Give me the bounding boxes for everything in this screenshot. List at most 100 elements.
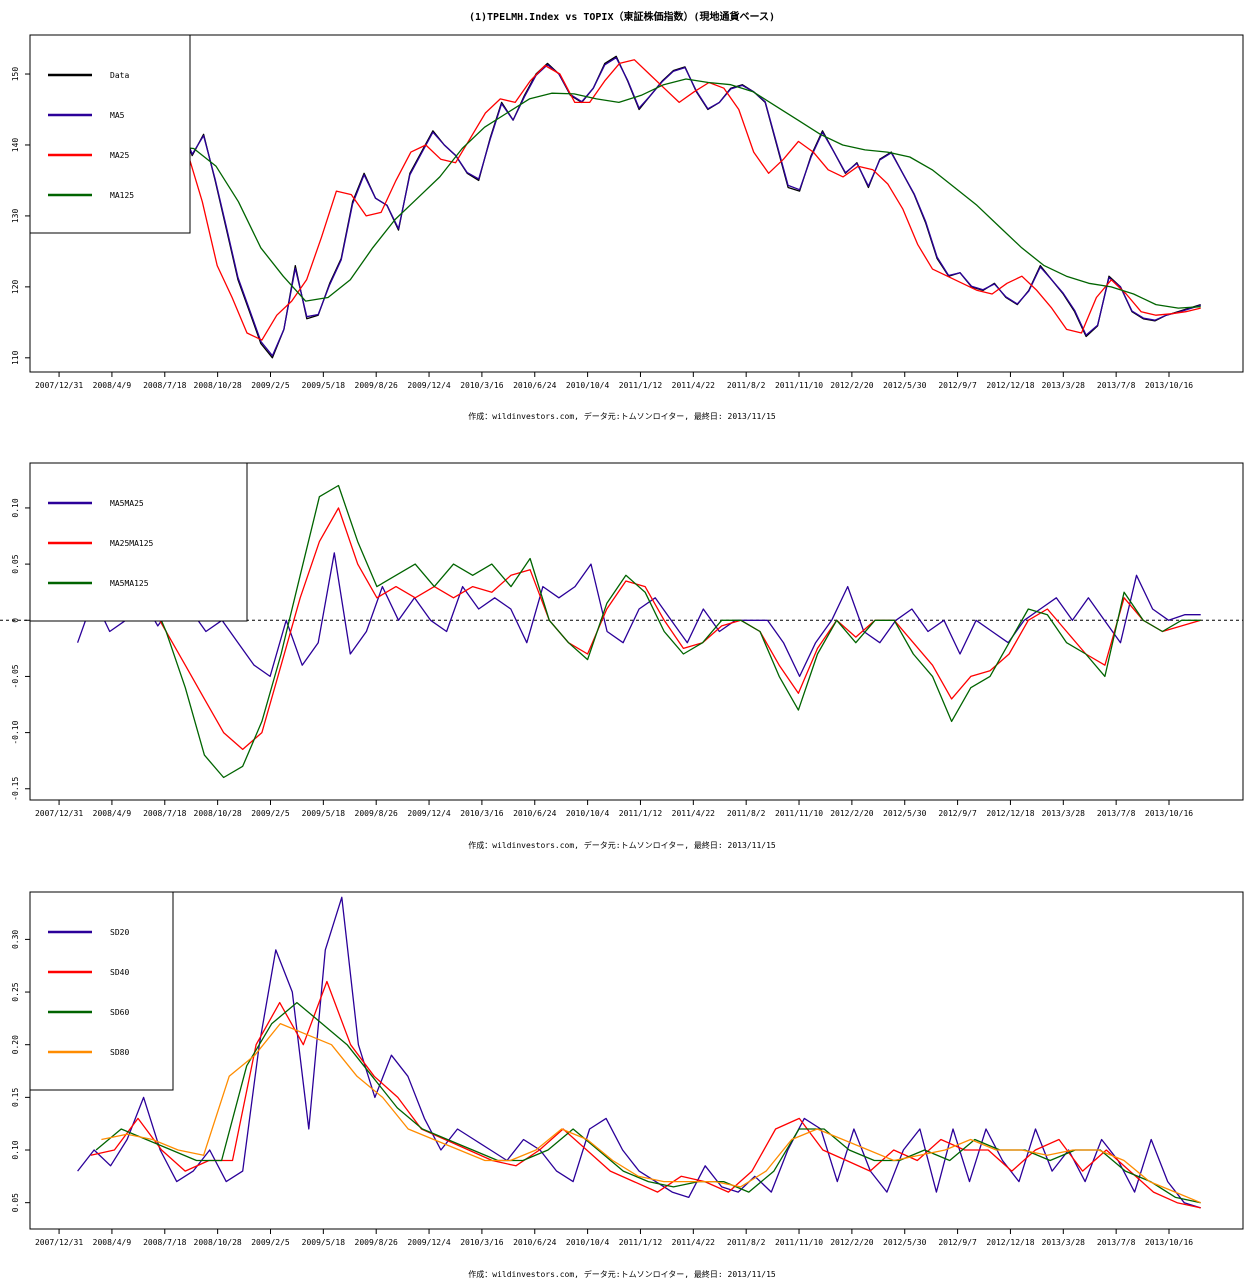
legend-label-sd60: SD60 [110,1008,129,1017]
x-tick-label: 2010/6/24 [513,381,557,390]
x-tick-label: 2009/2/5 [251,381,290,390]
y-tick-label: -0.15 [11,777,20,801]
x-tick-label: 2011/1/12 [619,1238,663,1247]
x-tick-label: 2012/9/7 [938,809,977,818]
y-tick-label: 0.05 [11,554,20,573]
x-axis: 2007/12/31 2008/4/9 2008/7/18 2008/10/28 200… [35,800,1193,818]
y-tick-label: 140 [11,138,20,153]
x-tick-label: 2010/3/16 [460,1238,504,1247]
x-tick-label: 2013/7/8 [1097,809,1136,818]
x-tick-label: 2007/12/31 [35,1238,83,1247]
series-line-sd40 [90,980,1201,1209]
y-tick-label: 0.10 [11,498,20,517]
x-tick-label: 2013/7/8 [1097,381,1136,390]
legend-label-sd80: SD80 [110,1048,129,1057]
legend-label-ma125: MA125 [110,191,134,200]
y-tick-label: 0.30 [11,930,20,949]
series-group [77,55,1201,359]
x-tick-label: 2009/5/18 [302,1238,346,1247]
volatility-chart-footer: 作成：wildinvestors.com, データ元:トムソンロイター, 最終日… [468,1270,776,1279]
x-tick-label: 2010/3/16 [460,381,504,390]
x-tick-label: 2009/5/18 [302,809,346,818]
x-tick-label: 2012/9/7 [938,381,977,390]
x-tick-label: 2007/12/31 [35,381,83,390]
page-title: (1)TPELMH.Index vs TOPIX（東証株価指数）(現地通貨ベース… [468,12,776,23]
x-tick-label: 2013/3/28 [1042,809,1086,818]
x-tick-label: 2011/11/10 [775,381,823,390]
x-tick-label: 2009/12/4 [407,381,451,390]
x-tick-label: 2009/2/5 [251,809,290,818]
x-tick-label: 2008/10/28 [194,809,242,818]
y-tick-label: 130 [11,209,20,224]
legend-box [29,34,191,234]
x-tick-label: 2012/12/18 [986,1238,1034,1247]
x-tick-label: 2010/10/4 [566,381,610,390]
x-tick-label: 2008/4/9 [93,381,132,390]
series-line-data [77,55,1201,359]
x-tick-label: 2012/2/20 [830,381,874,390]
legend: MA5MA25 MA25MA125 MA5MA125 [29,462,248,622]
series-line-ma25 [127,59,1201,341]
legend-label-ma5: MA5 [110,111,125,120]
deviation-chart: 2007/12/31 2008/4/9 2008/7/18 2008/10/28 200… [0,462,1244,818]
legend: SD20 SD40 SD60 SD80 [29,891,174,1091]
x-tick-label: 2009/2/5 [251,1238,290,1247]
x-tick-label: 2013/3/28 [1042,1238,1086,1247]
x-tick-label: 2008/4/9 [93,1238,132,1247]
price-chart-panel: 2007/12/31 2008/4/9 2008/7/18 2008/10/28 200… [0,20,1244,410]
x-tick-label: 2009/5/18 [302,381,346,390]
legend-box [29,891,174,1091]
x-tick-label: 2010/3/16 [460,809,504,818]
x-tick-label: 2008/10/28 [194,1238,242,1247]
y-tick-label: -0.10 [11,720,20,744]
x-tick-label: 2009/12/4 [407,1238,451,1247]
x-tick-label: 2012/2/20 [830,1238,874,1247]
legend-label-ma5ma25: MA5MA25 [110,499,144,508]
x-tick-label: 2012/5/30 [883,1238,927,1247]
x-axis: 2007/12/31 2008/4/9 2008/7/18 2008/10/28 200… [35,372,1193,390]
plot-frame [29,891,1244,1230]
x-tick-label: 2012/12/18 [986,381,1034,390]
x-tick-label: 2010/10/4 [566,1238,610,1247]
y-tick-label: 0.20 [11,1035,20,1054]
series-line-ma125 [148,78,1201,309]
plot-frame [29,462,1244,801]
legend: Data MA5 MA25 MA125 [29,34,191,234]
price-chart: 2007/12/31 2008/4/9 2008/7/18 2008/10/28 200… [11,34,1244,390]
series-group [77,896,1201,1209]
x-tick-label: 2011/4/22 [672,809,716,818]
x-tick-label: 2013/7/8 [1097,1238,1136,1247]
series-group [76,484,1201,779]
y-axis: 110 120 130 140 150 [11,67,30,365]
legend-label-sd20: SD20 [110,928,129,937]
x-tick-label: 2013/10/16 [1145,809,1193,818]
x-tick-label: 2011/4/22 [672,381,716,390]
volatility-chart: 2007/12/31 2008/4/9 2008/7/18 2008/10/28 200… [11,891,1244,1247]
x-tick-label: 2012/5/30 [883,381,927,390]
x-tick-label: 2010/6/24 [513,809,557,818]
series-line-sd80 [101,1022,1201,1204]
series-line-ma5 [77,57,1201,357]
x-axis: 2007/12/31 2008/4/9 2008/7/18 2008/10/28 200… [35,1229,1193,1247]
y-tick-label: 0 [11,618,20,623]
x-tick-label: 2012/12/18 [986,809,1034,818]
y-tick-label: 0.05 [11,1193,20,1212]
x-tick-label: 2008/7/18 [143,381,187,390]
x-tick-label: 2008/10/28 [194,381,242,390]
series-line-ma25ma125 [127,507,1201,751]
x-tick-label: 2008/4/9 [93,809,132,818]
x-tick-label: 2013/10/16 [1145,1238,1193,1247]
y-tick-label: 0.10 [11,1140,20,1159]
y-tick-label: 120 [11,279,20,294]
x-tick-label: 2011/11/10 [775,809,823,818]
x-tick-label: 2009/8/26 [355,1238,399,1247]
y-axis: 0.05 0.10 0.15 0.20 0.25 0.30 [11,930,30,1212]
x-tick-label: 2008/7/18 [143,809,187,818]
x-tick-label: 2011/11/10 [775,1238,823,1247]
x-tick-label: 2011/1/12 [619,381,663,390]
x-tick-label: 2010/6/24 [513,1238,557,1247]
volatility-chart-panel: 2007/12/31 2008/4/9 2008/7/18 2008/10/28 200… [0,877,1244,1267]
y-tick-label: 0.15 [11,1088,20,1107]
legend-label-ma5ma125: MA5MA125 [110,579,149,588]
x-tick-label: 2009/8/26 [355,381,399,390]
